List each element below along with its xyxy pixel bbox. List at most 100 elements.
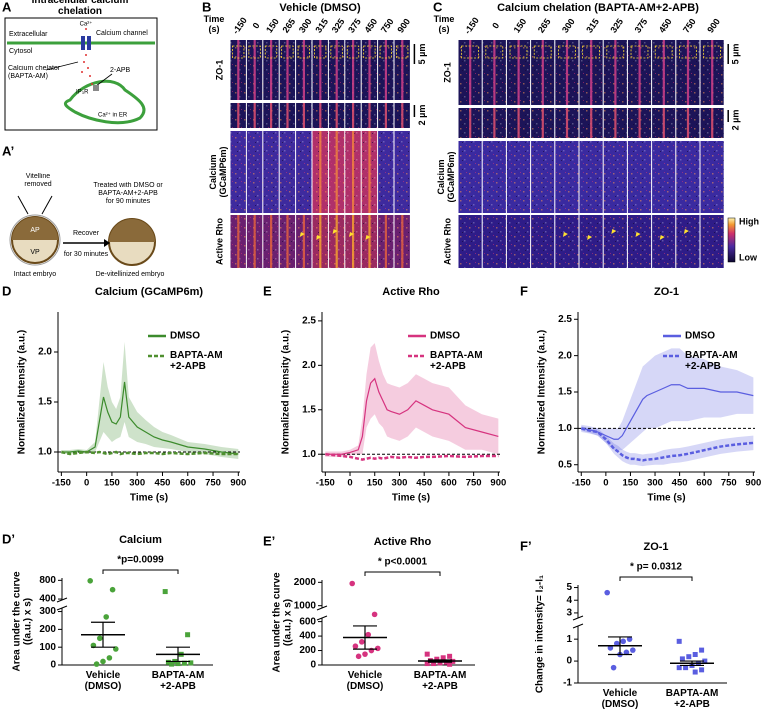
legend-label: BAPTA-AM +2-APB: [685, 350, 738, 373]
image-signal: [517, 108, 520, 138]
image-noise: [458, 215, 482, 268]
data-point: [93, 661, 100, 667]
label-box: Area under the curve ((a.u.) x s): [11, 571, 33, 671]
data-line: [325, 377, 499, 455]
image-noise: [458, 141, 482, 213]
bracket: [364, 571, 441, 576]
y-tick-label: 4: [566, 595, 572, 606]
image-noise: [555, 141, 579, 213]
label-box: Vehicle (DMSO): [84, 670, 122, 693]
label: IP₃R: [76, 90, 89, 96]
sem-bar: [680, 660, 704, 667]
image-noise: [263, 131, 279, 213]
time-label: 375: [346, 17, 363, 35]
x-tick-label: 450: [672, 478, 688, 489]
roi-box: [281, 45, 294, 59]
data-point: [103, 614, 109, 620]
image-noise: [700, 215, 724, 268]
ip3r: [93, 85, 99, 91]
image-noise: [482, 141, 506, 213]
time-label: 900: [395, 17, 412, 35]
x-axis-label: Time (s): [130, 493, 168, 504]
row-label: ZO-1: [442, 62, 452, 83]
image-signal: [302, 103, 305, 128]
image-signal: [335, 131, 338, 213]
time-label: 300: [297, 17, 314, 35]
panel-title: Vehicle (DMSO): [279, 2, 361, 14]
time-label: 0: [251, 21, 262, 31]
x-tick-label: Vehicle (DMSO): [84, 670, 122, 693]
image-signal: [638, 40, 641, 105]
x-tick-label: 150: [367, 478, 383, 489]
data-point: [447, 661, 453, 667]
roi-box: [533, 45, 552, 59]
data-point: [371, 611, 378, 618]
arrowhead: [365, 235, 371, 240]
image-signal: [384, 40, 387, 100]
image-noise: [506, 215, 531, 268]
label: Calcium channel: [96, 30, 148, 37]
image-noise: [579, 141, 603, 213]
image-signal: [286, 215, 289, 268]
row-label: Calcium (GCaMP6m): [208, 146, 229, 198]
x-tick-label: 450: [155, 478, 171, 489]
data-point: [109, 586, 116, 593]
panel-letter: D’: [2, 531, 15, 546]
time-label: 0: [490, 21, 501, 31]
image-signal: [614, 40, 617, 105]
image-signal: [237, 40, 240, 100]
error-band: [325, 343, 499, 457]
data-point: [699, 667, 705, 673]
y-tick-label: 1.0: [302, 449, 316, 460]
animal-pole: [109, 219, 155, 242]
x-tick-label: 750: [205, 478, 221, 489]
arrow: [95, 73, 113, 87]
y-tick-label: 400: [39, 594, 56, 605]
image-signal: [711, 108, 714, 138]
x-tick-label: -150: [572, 478, 591, 489]
image-signal: [662, 108, 665, 138]
label: 2 µm: [417, 105, 427, 126]
data-point: [686, 654, 692, 660]
p-value: *p=0.0099: [117, 555, 164, 566]
time-label: 265: [280, 17, 297, 35]
label: Time (s): [203, 14, 225, 35]
arrowhead: [611, 229, 617, 234]
image-signal: [237, 103, 240, 128]
image-signal: [384, 103, 387, 128]
image-noise: [676, 215, 700, 268]
image-signal: [565, 40, 569, 105]
image-signal: [401, 40, 404, 100]
y-axis-label: Area under the curve ((a.u.) x s): [271, 572, 294, 673]
roi-box: [461, 45, 479, 59]
row-label: Calcium (GCaMP6m): [436, 151, 457, 203]
x-tick-label: 300: [129, 478, 145, 489]
image-signal: [590, 108, 593, 138]
image-noise: [506, 141, 531, 213]
panel-letter: C: [433, 0, 443, 14]
roi-box: [314, 45, 327, 59]
x-axis-label: Time (s): [392, 493, 430, 504]
time-label: 325: [608, 17, 625, 35]
panel-title: Calcium chelation (BAPTA-AM+2-APB): [497, 2, 699, 14]
y-tick-label: 2000: [294, 577, 317, 588]
data-point: [440, 655, 446, 661]
chart-title: Active Rho: [382, 286, 440, 298]
image-signal: [401, 215, 404, 268]
label: Vitelline removed: [24, 173, 52, 189]
label: Ca²⁺ in ER: [98, 112, 128, 119]
y-tick-label: 800: [39, 575, 56, 586]
data-point: [87, 578, 93, 584]
data-point: [699, 647, 705, 653]
x-tick-label: 0: [84, 478, 89, 489]
data-point: [359, 639, 365, 645]
image-signal: [253, 215, 256, 268]
image-signal: [686, 108, 690, 138]
row-label: Active Rho: [442, 217, 452, 265]
image-noise: [627, 141, 652, 213]
panel-letter: A: [2, 0, 12, 14]
image-signal: [352, 103, 355, 128]
arrow: [45, 61, 79, 71]
data-point: [692, 652, 698, 657]
data-point: [188, 660, 194, 666]
